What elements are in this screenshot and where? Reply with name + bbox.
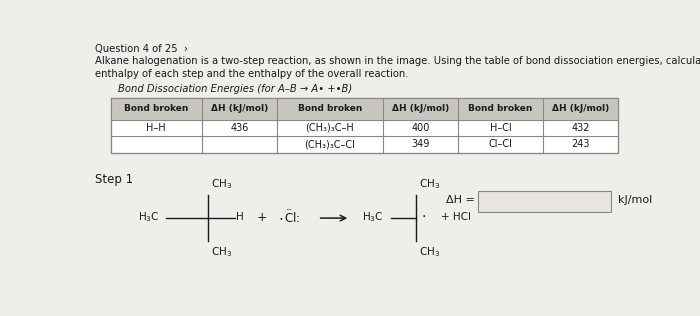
Bar	[478, 191, 611, 211]
Text: kJ/mol: kJ/mol	[617, 195, 652, 205]
Text: H–H: H–H	[146, 123, 166, 133]
Text: CH$_3$: CH$_3$	[419, 245, 440, 259]
Text: H$_3$C: H$_3$C	[138, 210, 160, 224]
Text: Bond broken: Bond broken	[468, 104, 533, 113]
Text: ΔH =: ΔH =	[446, 195, 475, 205]
Text: +: +	[257, 211, 267, 224]
Text: Step 1: Step 1	[95, 173, 134, 186]
Text: H: H	[235, 212, 244, 222]
Text: Bond Dissociation Energies (for A–B → A• +•B): Bond Dissociation Energies (for A–B → A•…	[118, 84, 353, 94]
Text: ΔH (kJ/mol): ΔH (kJ/mol)	[392, 104, 449, 113]
Text: enthalpy of each step and the enthalpy of the overall reaction.: enthalpy of each step and the enthalpy o…	[95, 69, 409, 79]
Text: (CH₃)₃C–H: (CH₃)₃C–H	[306, 123, 354, 133]
Text: 349: 349	[411, 139, 430, 149]
Text: 432: 432	[571, 123, 590, 133]
Text: $\ddot{\mathrm{C}}$l:: $\ddot{\mathrm{C}}$l:	[284, 209, 300, 226]
Text: 436: 436	[230, 123, 248, 133]
Text: H–Cl: H–Cl	[489, 123, 512, 133]
Text: + HCl: + HCl	[441, 212, 471, 222]
Text: $\cdot$: $\cdot$	[421, 208, 426, 222]
Text: CH$_3$: CH$_3$	[419, 177, 440, 191]
Text: $\cdot$: $\cdot$	[278, 210, 283, 226]
Bar	[111, 98, 618, 153]
Text: Question 4 of 25  ›: Question 4 of 25 ›	[95, 44, 188, 54]
Text: Alkane halogenation is a two-step reaction, as shown in the image. Using the tab: Alkane halogenation is a two-step reacti…	[95, 56, 700, 66]
Text: Bond broken: Bond broken	[124, 104, 188, 113]
Text: CH$_3$: CH$_3$	[211, 245, 232, 259]
Text: H$_3$C: H$_3$C	[362, 210, 384, 224]
Text: Cl–Cl: Cl–Cl	[489, 139, 512, 149]
Text: (CH₃)₃C–Cl: (CH₃)₃C–Cl	[304, 139, 356, 149]
Text: ΔH (kJ/mol): ΔH (kJ/mol)	[552, 104, 609, 113]
Text: CH$_3$: CH$_3$	[211, 177, 232, 191]
Text: Bond broken: Bond broken	[298, 104, 362, 113]
Text: 243: 243	[571, 139, 590, 149]
Text: ΔH (kJ/mol): ΔH (kJ/mol)	[211, 104, 268, 113]
Text: 400: 400	[411, 123, 430, 133]
Bar	[111, 98, 618, 119]
